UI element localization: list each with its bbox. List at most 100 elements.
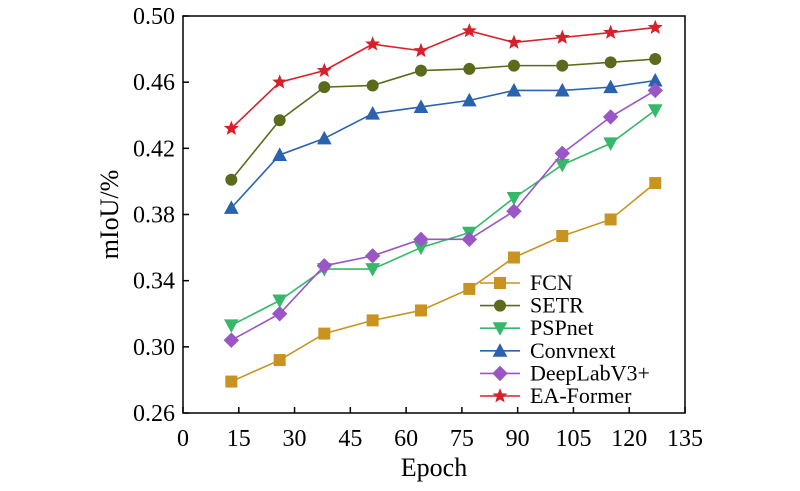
legend-item-deeplabv3: DeepLabV3+ bbox=[480, 360, 650, 385]
data-point-fcn bbox=[556, 230, 569, 243]
data-point-convnext bbox=[365, 106, 380, 120]
legend-item-pspnet: PSPnet bbox=[480, 315, 594, 340]
data-point-deeplabv3 bbox=[364, 248, 381, 264]
data-point-fcn bbox=[507, 251, 520, 264]
legend-marker bbox=[492, 365, 508, 382]
data-point-deeplabv3 bbox=[461, 231, 478, 248]
y-tick-label: 0.42 bbox=[133, 136, 175, 162]
data-point-setr bbox=[414, 64, 427, 77]
data-point-setr bbox=[604, 56, 617, 69]
x-tick-label: 75 bbox=[450, 426, 474, 452]
legend-marker bbox=[494, 299, 506, 312]
data-point-ea-former bbox=[461, 23, 477, 38]
data-point-ea-former bbox=[554, 29, 570, 44]
data-point-fcn bbox=[225, 375, 238, 388]
series-pspnet bbox=[224, 104, 663, 333]
x-tick-label: 120 bbox=[611, 426, 647, 452]
x-tick-label: 30 bbox=[283, 426, 307, 452]
x-axis-title: Epoch bbox=[401, 453, 467, 482]
data-point-ea-former bbox=[316, 62, 332, 77]
legend-marker bbox=[492, 388, 508, 403]
data-point-deeplabv3 bbox=[413, 231, 429, 248]
data-point-deeplabv3 bbox=[506, 203, 522, 219]
series-setr bbox=[225, 53, 662, 186]
data-point-deeplabv3 bbox=[271, 306, 288, 322]
series-line-fcn bbox=[231, 182, 656, 383]
series-line-deeplabv3 bbox=[230, 89, 656, 341]
legend-label: DeepLabV3+ bbox=[530, 360, 650, 385]
data-point-convnext bbox=[603, 79, 618, 94]
series-fcn bbox=[225, 177, 662, 388]
data-point-setr bbox=[463, 62, 476, 75]
data-point-pspnet bbox=[554, 158, 570, 173]
data-point-deeplabv3 bbox=[554, 145, 570, 162]
series-ea-former bbox=[223, 19, 663, 135]
data-point-pspnet bbox=[506, 191, 522, 206]
legend-label: SETR bbox=[530, 293, 584, 318]
data-point-convnext bbox=[272, 147, 288, 161]
legend-label: PSPnet bbox=[530, 315, 594, 340]
data-point-convnext bbox=[461, 92, 477, 107]
legend-label: Convnext bbox=[530, 338, 616, 363]
legend-label: FCN bbox=[530, 270, 573, 295]
data-point-setr bbox=[556, 59, 569, 72]
data-point-setr bbox=[507, 59, 520, 72]
data-point-convnext bbox=[413, 99, 429, 113]
legend-label: EA-Former bbox=[530, 383, 632, 408]
x-tick-label: 15 bbox=[227, 426, 251, 452]
legend-item-fcn: FCN bbox=[480, 270, 573, 295]
series-line-setr bbox=[230, 58, 656, 181]
data-point-ea-former bbox=[506, 34, 522, 49]
data-point-ea-former bbox=[272, 74, 288, 89]
data-point-pspnet bbox=[603, 137, 618, 151]
data-point-ea-former bbox=[413, 42, 429, 58]
data-point-setr bbox=[318, 81, 331, 94]
data-point-fcn bbox=[604, 213, 617, 226]
x-tick-label: 105 bbox=[555, 426, 591, 452]
data-point-setr bbox=[366, 79, 379, 92]
data-point-pspnet bbox=[647, 104, 663, 118]
series-convnext bbox=[224, 72, 663, 214]
legend-marker bbox=[492, 343, 508, 357]
data-point-fcn bbox=[649, 177, 662, 190]
data-point-setr bbox=[225, 173, 238, 186]
data-point-deeplabv3 bbox=[316, 258, 333, 274]
data-point-fcn bbox=[463, 282, 476, 295]
y-axis: 0.26 0.30 0.34 0.38 0.42 0.46 0.50 bbox=[133, 4, 189, 427]
x-axis: 0 15 30 45 60 75 90 105 120 135 bbox=[177, 407, 703, 452]
data-point-ea-former bbox=[223, 120, 239, 135]
data-point-setr bbox=[649, 53, 662, 66]
data-point-convnext bbox=[316, 130, 332, 145]
data-point-fcn bbox=[414, 304, 427, 317]
data-point-deeplabv3 bbox=[647, 82, 663, 99]
y-tick-label: 0.30 bbox=[133, 335, 175, 361]
data-point-ea-former bbox=[365, 36, 381, 51]
x-tick-label: 0 bbox=[177, 426, 189, 452]
y-tick-label: 0.38 bbox=[133, 203, 175, 229]
x-tick-label: 90 bbox=[506, 426, 530, 452]
data-point-deeplabv3 bbox=[602, 109, 619, 125]
y-tick-label: 0.26 bbox=[133, 401, 175, 427]
y-tick-label: 0.50 bbox=[133, 4, 175, 30]
y-axis-title: mIoU/% bbox=[95, 170, 124, 260]
x-tick-label: 135 bbox=[667, 426, 703, 452]
series-line-convnext bbox=[230, 79, 656, 209]
y-tick-label: 0.46 bbox=[133, 70, 175, 96]
data-point-setr bbox=[273, 114, 286, 127]
data-point-convnext bbox=[224, 200, 239, 214]
legend-item-convnext: Convnext bbox=[480, 338, 616, 363]
data-point-pspnet bbox=[365, 263, 380, 277]
legend-marker bbox=[494, 277, 506, 289]
data-point-fcn bbox=[318, 327, 331, 340]
data-point-ea-former bbox=[647, 19, 663, 34]
series-line-pspnet bbox=[230, 109, 656, 327]
data-point-ea-former bbox=[603, 24, 619, 39]
series-layer bbox=[223, 19, 663, 388]
legend-item-ea-former: EA-Former bbox=[480, 383, 632, 408]
data-point-fcn bbox=[273, 354, 286, 367]
data-point-deeplabv3 bbox=[223, 332, 240, 348]
legend-item-setr: SETR bbox=[480, 293, 584, 318]
